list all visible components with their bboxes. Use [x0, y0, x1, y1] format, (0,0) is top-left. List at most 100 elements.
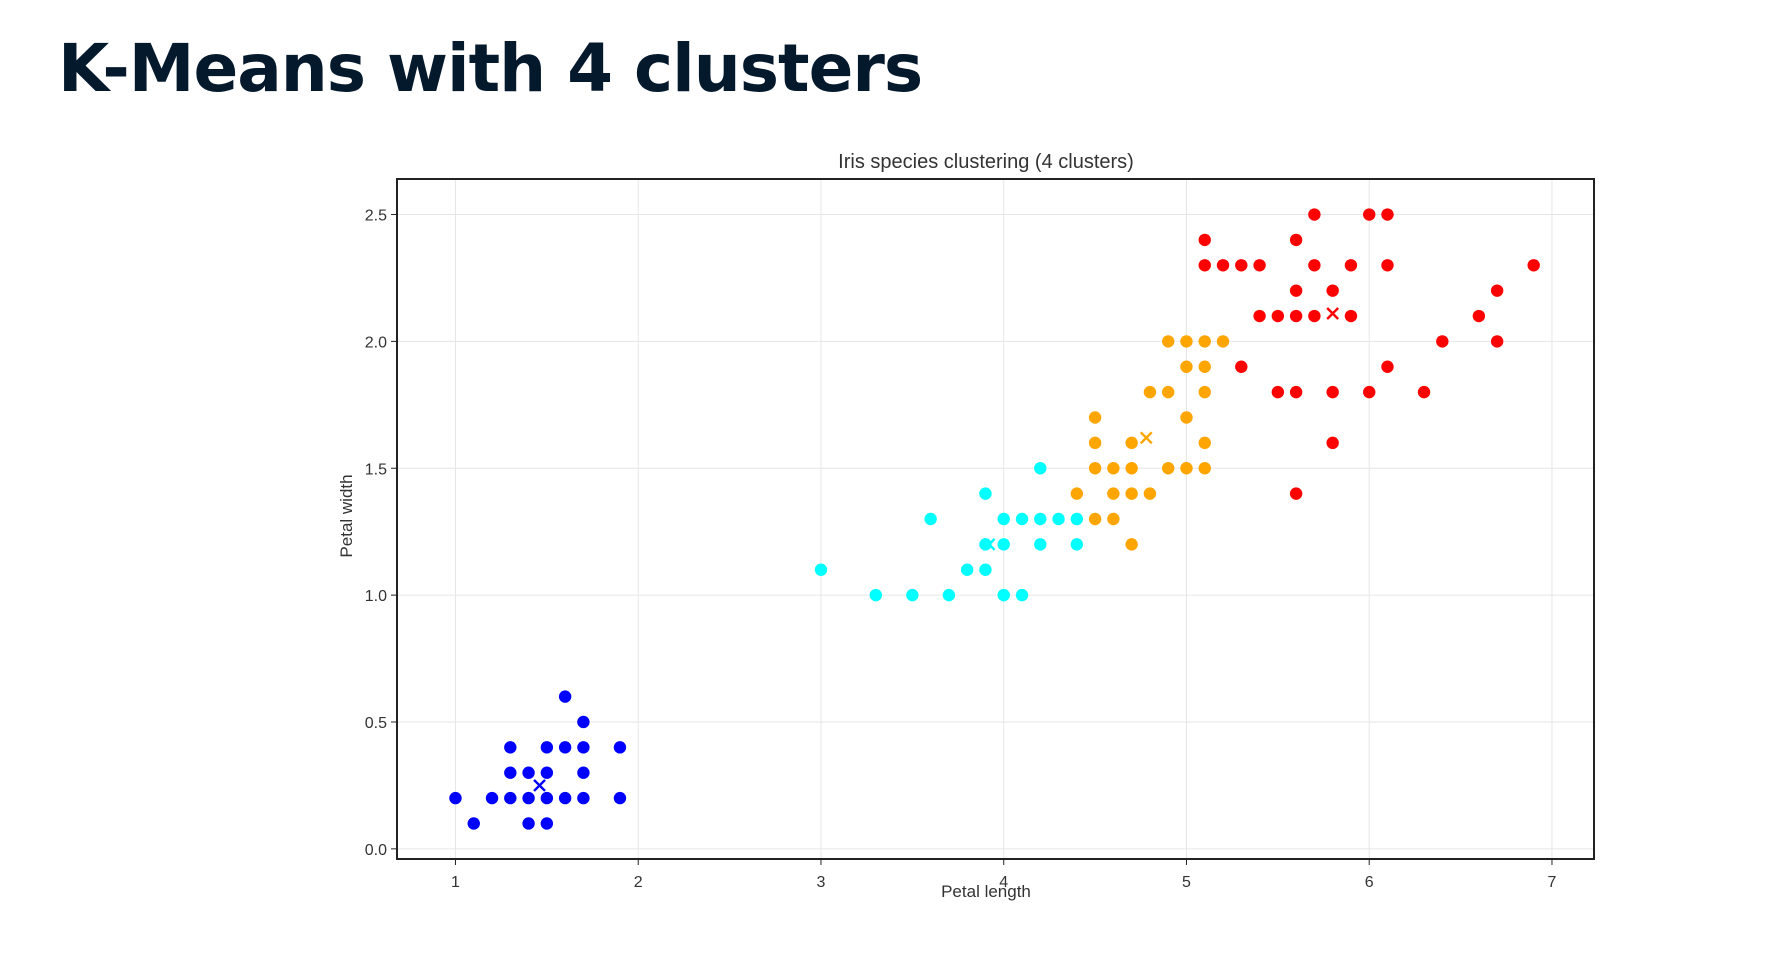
data-point-cluster-1: [577, 741, 590, 754]
data-point-cluster-3: [1180, 411, 1193, 424]
data-point-cluster-1: [504, 766, 517, 779]
data-point-cluster-3: [1180, 335, 1193, 348]
data-point-cluster-2: [1070, 512, 1084, 526]
data-point-cluster-3: [1180, 360, 1193, 373]
x-tick-label: 5: [1182, 874, 1191, 891]
data-point-cluster-3: [1088, 436, 1102, 450]
data-point-cluster-3: [1107, 462, 1120, 475]
centroid-marker-cluster-3: [1139, 431, 1153, 445]
data-point-cluster-3: [1088, 462, 1102, 475]
data-point-cluster-4: [1308, 208, 1321, 221]
data-point-cluster-4: [1308, 309, 1321, 323]
data-point-cluster-4: [1216, 259, 1230, 272]
centroid-stroke: [982, 538, 996, 551]
data-point-cluster-4: [1326, 284, 1339, 297]
data-point-cluster-3: [1198, 360, 1211, 373]
x-tick-label: 6: [1365, 874, 1374, 891]
data-point-cluster-1: [485, 791, 499, 805]
data-point-cluster-4: [1289, 487, 1303, 500]
data-point-cluster-3: [1143, 487, 1157, 500]
data-point-cluster-2: [942, 588, 956, 602]
data-point-cluster-3: [1198, 385, 1211, 399]
data-point-cluster-1: [540, 817, 554, 830]
data-point-cluster-4: [1235, 360, 1248, 373]
data-point-cluster-4: [1381, 259, 1394, 272]
data-point-cluster-3: [1161, 335, 1175, 348]
data-point-cluster-4: [1326, 385, 1339, 399]
data-point-cluster-2: [979, 563, 992, 576]
data-point-cluster-4: [1527, 259, 1540, 272]
data-point-cluster-1: [558, 791, 572, 805]
centroid-marker-cluster-1: [533, 779, 546, 792]
x-tick-label: 1: [451, 874, 460, 891]
data-point-cluster-4: [1436, 335, 1449, 348]
data-point-cluster-4: [1198, 259, 1211, 272]
x-tick-label: 7: [1548, 874, 1557, 891]
data-point-cluster-4: [1326, 436, 1339, 450]
data-point-cluster-2: [1034, 538, 1047, 551]
data-point-cluster-3: [1070, 487, 1084, 500]
data-point-cluster-4: [1381, 208, 1394, 221]
y-tick-label: 0.5: [365, 715, 387, 732]
axis-ticks: 1 2 3 4 5 6 7 0.0 0.5 1.0 1.5 2.0 2.5: [365, 208, 1557, 891]
data-point-cluster-3: [1107, 512, 1120, 526]
data-point-cluster-2: [924, 512, 937, 526]
data-point-cluster-1: [522, 817, 535, 830]
data-point-cluster-4: [1253, 259, 1266, 272]
data-points: [449, 208, 1540, 830]
data-point-cluster-4: [1344, 309, 1358, 323]
data-point-cluster-2: [1034, 462, 1047, 475]
slide-title: K-Means with 4 clusters: [58, 30, 923, 107]
data-point-cluster-4: [1235, 259, 1248, 272]
data-point-cluster-2: [1015, 512, 1029, 526]
data-point-cluster-1: [613, 791, 627, 805]
data-point-cluster-4: [1363, 385, 1376, 399]
data-point-cluster-2: [960, 563, 974, 576]
chart-title: Iris species clustering (4 clusters): [838, 151, 1134, 173]
data-point-cluster-2: [869, 588, 882, 602]
data-point-cluster-1: [540, 791, 554, 805]
data-point-cluster-4: [1289, 233, 1303, 247]
data-point-cluster-2: [1052, 512, 1065, 526]
data-point-cluster-3: [1125, 487, 1138, 500]
data-point-cluster-4: [1198, 233, 1211, 247]
data-point-cluster-2: [979, 487, 992, 500]
data-point-cluster-3: [1198, 462, 1211, 475]
data-point-cluster-3: [1180, 462, 1193, 475]
data-point-cluster-1: [540, 766, 554, 779]
data-point-cluster-3: [1198, 335, 1211, 348]
data-point-cluster-1: [558, 690, 572, 703]
data-point-cluster-2: [997, 588, 1010, 602]
data-point-cluster-3: [1125, 436, 1138, 450]
data-point-cluster-3: [1216, 335, 1230, 348]
centroid-stroke: [1139, 431, 1153, 445]
data-point-cluster-1: [577, 791, 590, 805]
data-point-cluster-4: [1308, 259, 1321, 272]
y-tick-label: 1.5: [365, 461, 387, 478]
data-point-cluster-1: [522, 766, 535, 779]
data-point-cluster-4: [1289, 309, 1303, 323]
data-point-cluster-1: [613, 741, 627, 754]
data-point-cluster-2: [997, 512, 1010, 526]
data-point-cluster-4: [1271, 309, 1285, 323]
data-point-cluster-2: [1034, 512, 1047, 526]
data-point-cluster-1: [449, 791, 462, 805]
data-point-cluster-1: [504, 791, 517, 805]
plot-frame: [396, 178, 1595, 860]
data-point-cluster-4: [1490, 335, 1504, 348]
y-tick-label: 2.5: [365, 208, 387, 225]
data-point-cluster-1: [558, 741, 572, 754]
data-point-cluster-4: [1490, 284, 1504, 297]
data-point-cluster-2: [1070, 538, 1084, 551]
centroid-marker-cluster-2: [982, 538, 996, 551]
data-point-cluster-1: [467, 817, 480, 830]
y-tick-label: 0.0: [365, 842, 387, 859]
data-point-cluster-3: [1088, 512, 1102, 526]
data-point-cluster-1: [577, 766, 590, 779]
data-point-cluster-4: [1472, 309, 1486, 323]
data-point-cluster-1: [522, 791, 535, 805]
data-point-cluster-3: [1161, 462, 1175, 475]
data-point-cluster-4: [1381, 360, 1394, 373]
data-point-cluster-2: [979, 538, 992, 551]
